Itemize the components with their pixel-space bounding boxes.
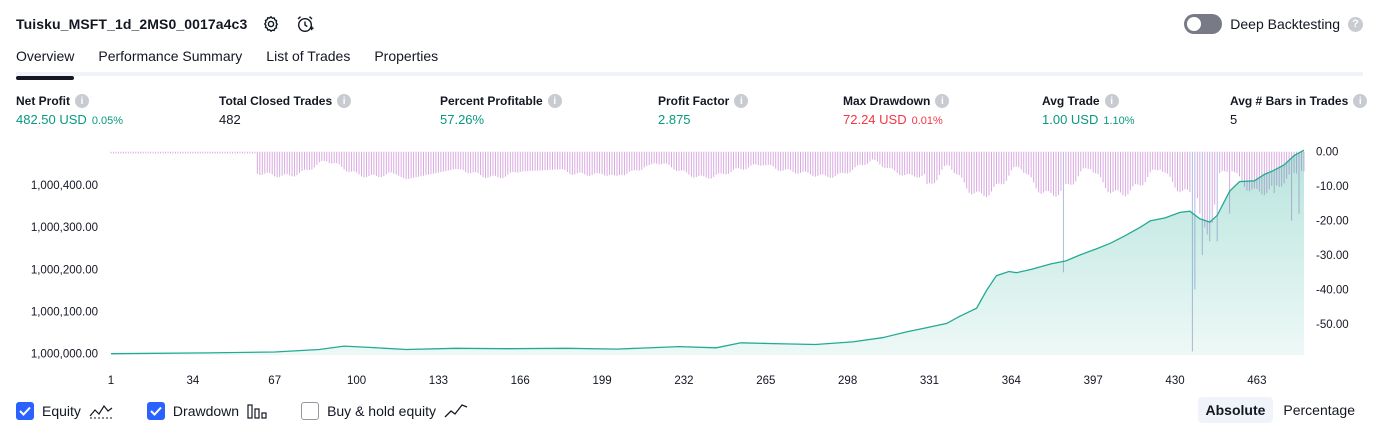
right-axis-tick-label: -30.00 <box>1316 250 1349 262</box>
legend-equity[interactable]: Equity <box>16 402 113 420</box>
metric-net-profit: Net Profit i 482.50 USD 0.05% <box>16 94 123 127</box>
metric-value: 482 <box>219 112 241 127</box>
x-axis-tick-label: 430 <box>1165 375 1184 387</box>
metric-label: Max Drawdown <box>843 94 931 108</box>
x-axis-tick-label: 265 <box>756 375 775 387</box>
info-icon[interactable]: i <box>1353 94 1368 108</box>
deep-backtesting-toggle[interactable] <box>1184 14 1223 34</box>
x-axis-tick-label: 199 <box>592 375 611 387</box>
metric-label: Avg # Bars in Trades <box>1230 94 1349 108</box>
metric-percent: 0.01% <box>911 115 943 127</box>
left-axis-tick-label: 1,000,100.00 <box>31 307 98 319</box>
legend-drawdown[interactable]: Drawdown <box>146 402 267 420</box>
toggle-knob <box>1187 17 1202 31</box>
info-icon[interactable]: i <box>547 94 562 108</box>
chart-canvas: 1,000,000.00 1,000,100.00 1,000,200.00 1,00… <box>31 147 1349 387</box>
x-axis-labels: 1 34 67 100 133 166 199 232 265 298 331 364 397 430 46… <box>108 375 1267 387</box>
strategy-header: Tuisku_MSFT_1d_2MS0_0017a4c3 <box>16 12 315 36</box>
tab-overview[interactable]: Overview <box>16 42 75 80</box>
legend-buy-hold-equity[interactable]: Buy & hold equity <box>301 402 468 420</box>
x-axis-tick-label: 364 <box>1002 375 1022 387</box>
info-icon[interactable]: i <box>1104 94 1119 108</box>
tab-performance-summary[interactable]: Performance Summary <box>98 48 243 64</box>
legend-label: Buy & hold equity <box>327 403 437 419</box>
metric-value: 72.24 USD <box>843 112 907 127</box>
left-axis-tick-label: 1,000,400.00 <box>31 180 98 192</box>
metric-value: 482.50 USD <box>16 112 87 127</box>
gear-icon[interactable] <box>261 14 281 34</box>
metric-profit-factor: Profit Factor i 2.875 <box>658 94 749 127</box>
metric-percent-profitable: Percent Profitable i 57.26% <box>440 94 562 127</box>
left-axis-tick-label: 1,000,200.00 <box>31 264 98 276</box>
equity-line <box>110 149 1305 355</box>
x-axis-tick-label: 298 <box>838 375 857 387</box>
equity-drawdown-chart[interactable]: 1,000,000.00 1,000,100.00 1,000,200.00 1,00… <box>0 140 1379 390</box>
right-axis-tick-label: -50.00 <box>1316 319 1349 331</box>
line-chart-icon <box>444 403 468 419</box>
info-icon[interactable]: i <box>734 94 749 108</box>
bar-chart-icon <box>247 403 267 419</box>
x-axis-tick-label: 463 <box>1247 375 1266 387</box>
info-icon[interactable]: i <box>75 94 89 108</box>
metrics-row: Net Profit i 482.50 USD 0.05% Total Closed… <box>16 94 1368 130</box>
metric-label: Total Closed Trades <box>219 94 333 108</box>
info-icon[interactable]: i <box>935 94 950 108</box>
metric-value: 1.00 USD <box>1042 112 1099 127</box>
percentage-button[interactable]: Percentage <box>1283 402 1355 418</box>
tab-bar: Overview Performance Summary List of Tra… <box>16 42 1363 80</box>
x-axis-tick-label: 100 <box>347 375 366 387</box>
metric-label: Profit Factor <box>658 94 730 108</box>
absolute-button[interactable]: Absolute <box>1197 397 1274 423</box>
chart-legend: Equity Drawdown Buy & hold equity <box>16 400 502 422</box>
left-axis-tick-label: 1,000,000.00 <box>31 349 98 361</box>
help-icon[interactable]: ? <box>1348 16 1363 32</box>
x-axis-tick-label: 166 <box>511 375 530 387</box>
metric-avg-bars-in-trades: Avg # Bars in Trades i 5 <box>1230 94 1368 127</box>
x-axis-tick-label: 34 <box>186 375 199 387</box>
right-axis-tick-label: 0.00 <box>1316 147 1338 159</box>
metric-label: Net Profit <box>16 94 70 108</box>
area-chart-icon <box>89 403 113 419</box>
equity-area <box>111 150 1304 355</box>
right-axis-tick-label: -40.00 <box>1316 285 1349 297</box>
metric-max-drawdown: Max Drawdown i 72.24 USD 0.01% <box>843 94 950 127</box>
x-axis-tick-label: 397 <box>1084 375 1103 387</box>
equity-checkbox[interactable] <box>16 402 34 420</box>
tab-properties[interactable]: Properties <box>374 48 439 64</box>
left-axis-labels: 1,000,000.00 1,000,100.00 1,000,200.00 1,00… <box>31 180 98 361</box>
metric-percent: 0.05% <box>91 115 124 127</box>
alarm-clock-icon[interactable] <box>295 14 315 34</box>
metric-avg-trade: Avg Trade i 1.00 USD 1.10% <box>1042 94 1135 127</box>
metric-percent: 1.10% <box>1103 115 1135 127</box>
scale-toggle: Absolute Percentage <box>1197 397 1364 423</box>
metric-value: 5 <box>1230 112 1238 127</box>
right-axis-tick-label: -10.00 <box>1316 181 1349 193</box>
metric-value: 57.26% <box>440 112 485 127</box>
x-axis-tick-label: 67 <box>268 375 281 387</box>
x-axis-tick-label: 331 <box>920 375 939 387</box>
x-axis-tick-label: 133 <box>429 375 448 387</box>
legend-label: Drawdown <box>172 403 240 419</box>
deep-backtesting: Deep Backtesting ? <box>1184 12 1363 36</box>
metric-total-closed-trades: Total Closed Trades i 482 <box>219 94 352 127</box>
right-axis-labels: 0.00 -10.00 -20.00 -30.00 -40.00 -50.00 <box>1316 147 1349 331</box>
metric-label: Avg Trade <box>1042 94 1100 108</box>
strategy-title: Tuisku_MSFT_1d_2MS0_0017a4c3 <box>16 16 248 32</box>
x-axis-tick-label: 1 <box>108 375 114 387</box>
right-axis-tick-label: -20.00 <box>1316 216 1349 228</box>
info-icon[interactable]: i <box>337 94 352 108</box>
left-axis-tick-label: 1,000,300.00 <box>31 222 98 234</box>
buy-hold-checkbox[interactable] <box>301 402 320 420</box>
deep-backtesting-label: Deep Backtesting <box>1230 16 1340 32</box>
metric-label: Percent Profitable <box>440 94 543 108</box>
legend-label: Equity <box>42 403 81 419</box>
drawdown-checkbox[interactable] <box>146 402 165 420</box>
x-axis-tick-label: 232 <box>674 375 693 387</box>
tab-list-of-trades[interactable]: List of Trades <box>266 48 351 64</box>
metric-value: 2.875 <box>658 112 691 127</box>
